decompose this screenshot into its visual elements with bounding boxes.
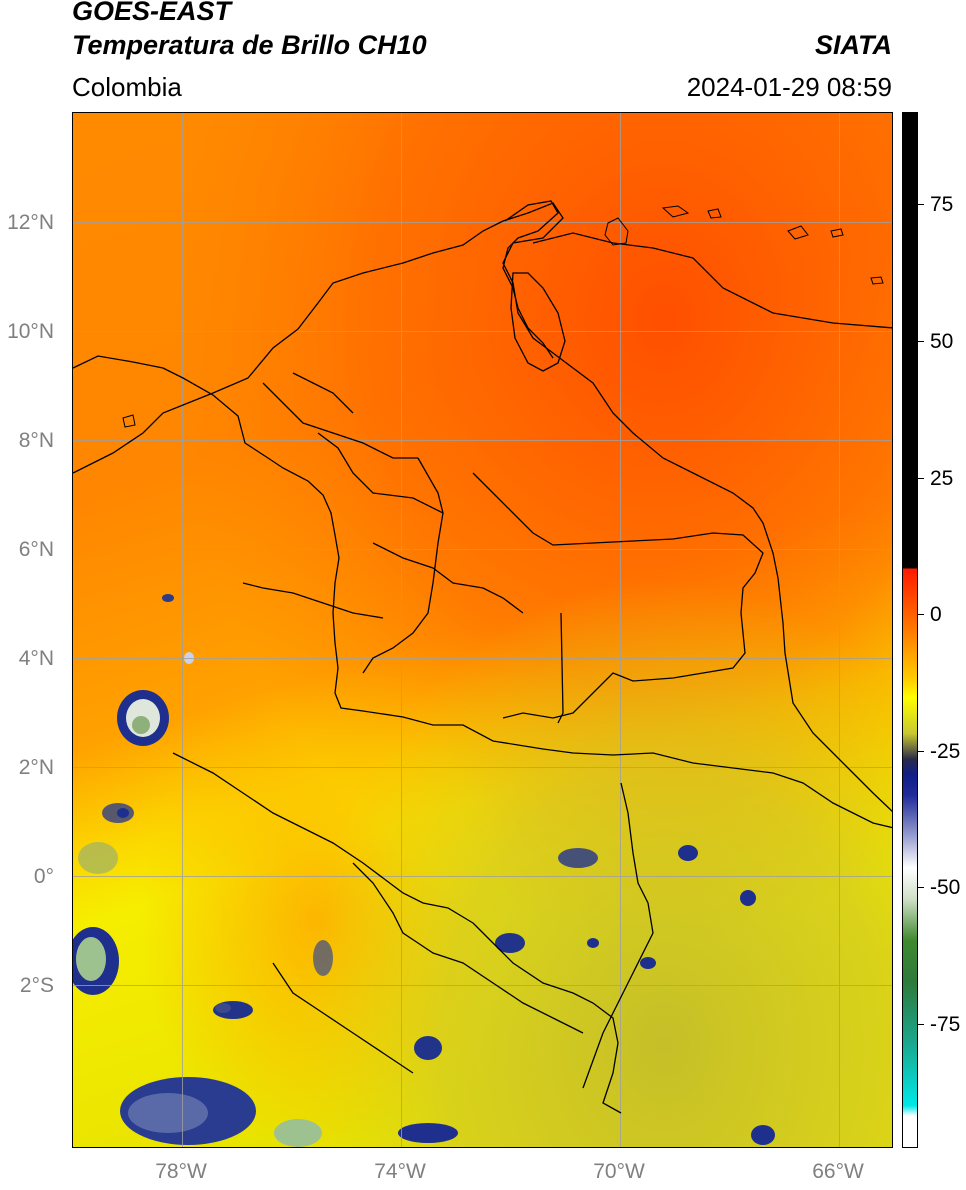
source-label: SIATA bbox=[815, 30, 892, 60]
colorbar-tick bbox=[918, 204, 924, 205]
region-label: Colombia bbox=[72, 72, 182, 102]
lat-tick-label: 8°N bbox=[18, 429, 54, 452]
brightness-temperature-map bbox=[72, 112, 893, 1148]
colorbar-tick-label: 25 bbox=[930, 467, 954, 490]
lat-tick-label: 12°N bbox=[7, 211, 54, 234]
colorbar-tick-label: 0 bbox=[930, 603, 942, 626]
lon-tick-label: 78°W bbox=[155, 1160, 207, 1183]
colorbar-svg bbox=[903, 113, 917, 1147]
colorbar-tick-label: 75 bbox=[930, 193, 954, 216]
colorbar-tick bbox=[918, 887, 924, 888]
datetime-label: 2024-01-29 08:59 bbox=[686, 72, 892, 102]
colorbar-tick-label: 50 bbox=[930, 330, 954, 353]
colorbar-tick bbox=[918, 478, 924, 479]
colorbar-tick-label: -50 bbox=[930, 876, 961, 899]
colorbar-tick bbox=[918, 614, 924, 615]
lon-tick-label: 74°W bbox=[374, 1160, 426, 1183]
colorbar-tick-label: -75 bbox=[930, 1013, 961, 1036]
lat-tick-label: 10°N bbox=[7, 320, 54, 343]
lat-tick-label: 2°S bbox=[19, 974, 54, 997]
cloud-cells bbox=[73, 594, 775, 1147]
colorbar-tick bbox=[918, 751, 924, 752]
lon-tick-label: 66°W bbox=[812, 1160, 864, 1183]
lat-tick-label: 4°N bbox=[18, 647, 54, 670]
product-title: Temperatura de Brillo CH10 bbox=[72, 30, 427, 60]
lon-tick-label: 70°W bbox=[593, 1160, 645, 1183]
lat-tick-label: 6°N bbox=[18, 538, 54, 561]
lat-tick-label: 2°N bbox=[18, 756, 54, 779]
colorbar bbox=[902, 112, 918, 1148]
colorbar-gradient bbox=[903, 113, 917, 1147]
islands bbox=[122, 205, 884, 428]
olive-region-southeast bbox=[73, 113, 892, 1147]
map-svg bbox=[73, 113, 892, 1147]
satellite-title: GOES-EAST bbox=[72, 0, 232, 26]
lat-tick-label: 0° bbox=[33, 865, 54, 888]
colorbar-tick bbox=[918, 1024, 924, 1025]
colorbar-tick-label: -25 bbox=[930, 740, 961, 763]
political-boundaries bbox=[73, 200, 892, 1114]
colorbar-tick bbox=[918, 341, 924, 342]
map-gridlines bbox=[73, 113, 892, 1147]
